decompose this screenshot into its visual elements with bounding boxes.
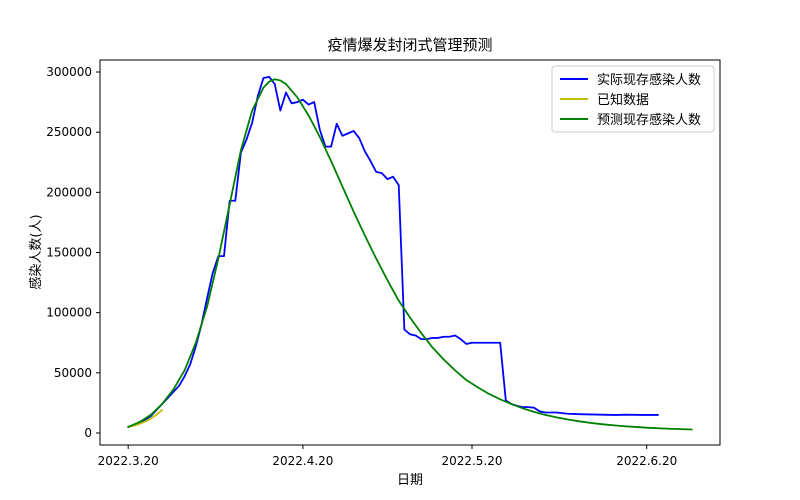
x-tick-label-1: 2022.4.20	[272, 454, 333, 468]
y-tick-label-0: 0	[84, 426, 92, 440]
legend-label-0: 实际现存感染人数	[597, 72, 701, 88]
y-tick-label-3: 150000	[46, 246, 92, 260]
y-tick-label-4: 200000	[46, 185, 92, 199]
legend-label-1: 已知数据	[597, 92, 649, 108]
y-tick-label-2: 100000	[46, 306, 92, 320]
x-tick-label-0: 2022.3.20	[98, 454, 159, 468]
y-axis-label: 感染人数(人)	[28, 214, 44, 289]
x-tick-label-2: 2022.5.20	[441, 454, 502, 468]
x-axis-label: 日期	[397, 473, 423, 488]
y-tick-label-5: 250000	[46, 125, 92, 139]
legend-label-2: 预测现存感染人数	[597, 112, 701, 128]
x-tick-label-3: 2022.6.20	[616, 454, 677, 468]
y-tick-label-1: 50000	[54, 366, 92, 380]
y-tick-label-6: 300000	[46, 65, 92, 79]
chart-title: 疫情爆发封闭式管理预测	[327, 36, 492, 54]
